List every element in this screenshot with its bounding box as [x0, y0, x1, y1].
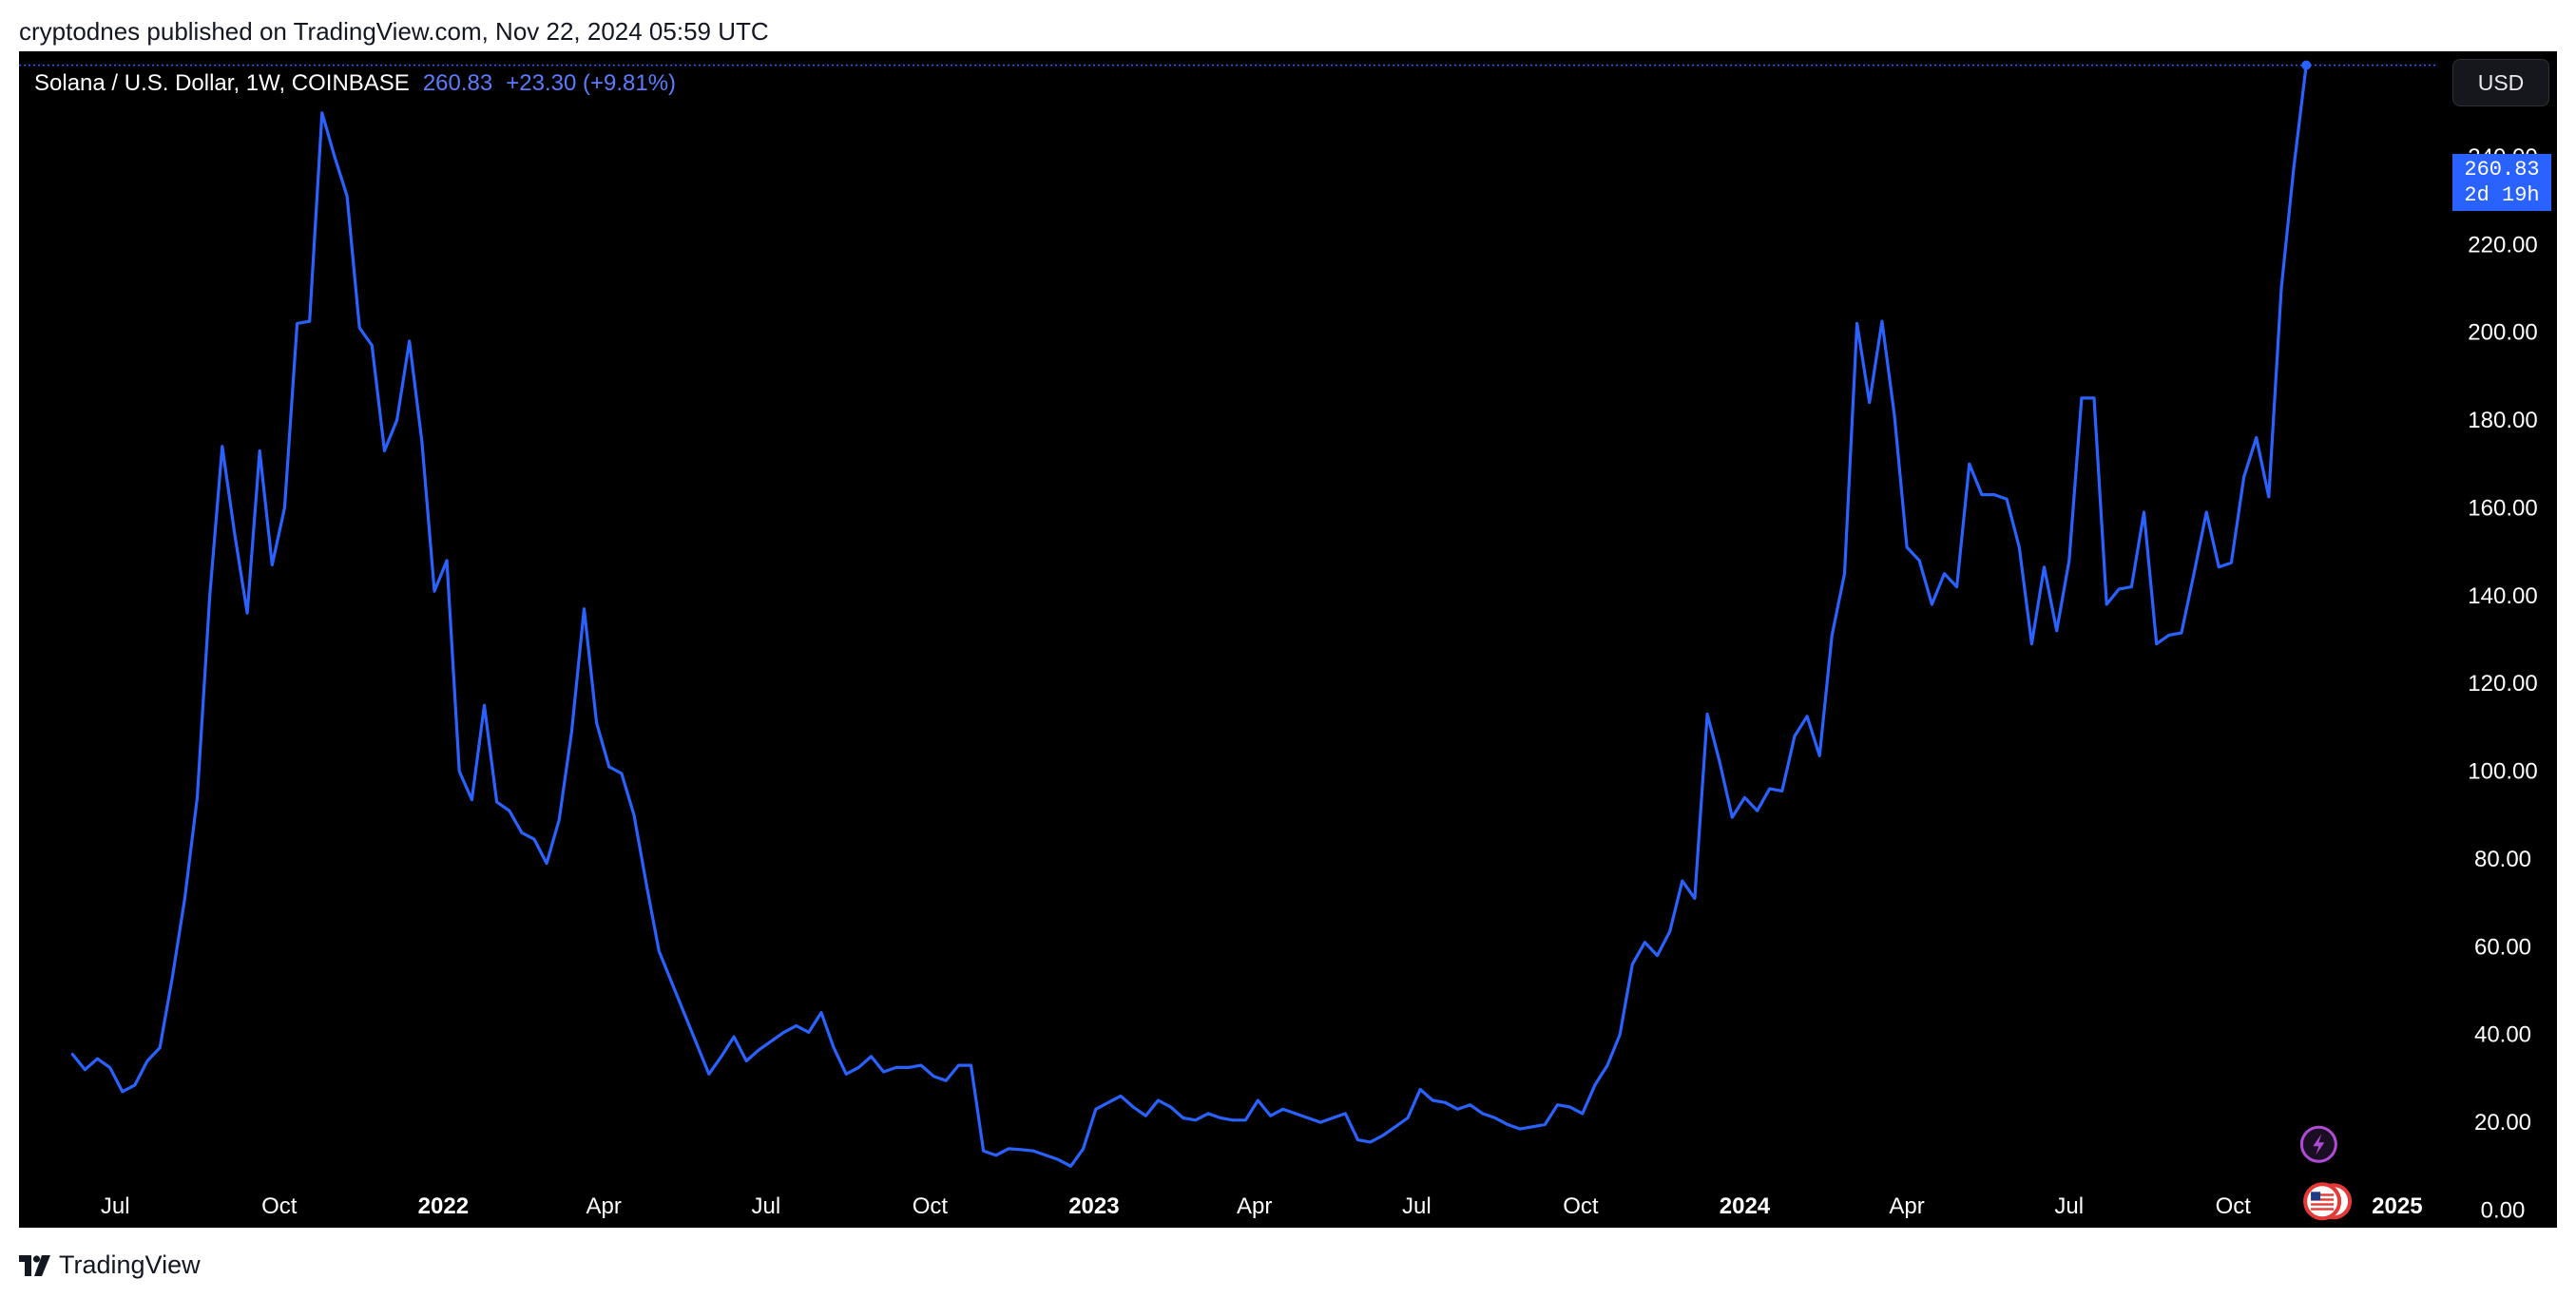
y-tick-label: 160.00 [2468, 495, 2537, 521]
x-tick-label: Apr [586, 1193, 621, 1219]
y-tick-label: 140.00 [2468, 583, 2537, 609]
price-chart[interactable]: 0.00 20.00 40.00 60.00 80.00 100.00 120.00 140.… [19, 51, 2557, 1228]
chart-legend: Solana / U.S. Dollar, 1W, COINBASE 260.8… [34, 70, 676, 97]
us-flag-event-icon[interactable] [2303, 1182, 2353, 1221]
x-tick-label: Oct [2216, 1193, 2252, 1219]
y-tick-label: 180.00 [2468, 408, 2537, 433]
y-tick-label: 100.00 [2468, 759, 2537, 785]
x-tick-label: 2023 [1068, 1193, 1119, 1219]
x-tick-label: 2022 [418, 1193, 469, 1219]
y-tick-label: 200.00 [2468, 320, 2537, 346]
y-tick-label: 40.00 [2474, 1022, 2531, 1048]
x-axis: Jul Oct 2022 Apr Jul Oct 2023 Apr Jul Oct 2024 Apr J… [101, 1193, 2423, 1219]
legend-change: +23.30 (+9.81%) [506, 70, 677, 96]
last-price-value: 260.83 [2464, 158, 2540, 181]
flag-stripe [2311, 1203, 2335, 1206]
x-tick-label: Oct [1563, 1193, 1599, 1219]
currency-button[interactable]: USD [2452, 59, 2549, 106]
tradingview-logo-icon [19, 1254, 50, 1276]
x-tick-label: 2025 [2372, 1193, 2422, 1219]
x-tick-label: Apr [1889, 1193, 1924, 1219]
legend-symbol[interactable]: Solana / U.S. Dollar, 1W, COINBASE [34, 70, 410, 96]
flag-stripe [2311, 1208, 2335, 1211]
publish-info: cryptodnes published on TradingView.com,… [19, 17, 769, 46]
chart-frame[interactable]: 0.00 20.00 40.00 60.00 80.00 100.00 120.00 140.… [19, 51, 2557, 1228]
x-tick-label: Jul [2054, 1193, 2084, 1219]
y-tick-label: 0.00 [2481, 1198, 2526, 1224]
x-tick-label: Jul [751, 1193, 780, 1219]
last-price-dot [2301, 60, 2312, 70]
legend-last-price: 260.83 [422, 70, 493, 96]
x-tick-label: Apr [1237, 1193, 1272, 1219]
flag-stripe [2311, 1193, 2335, 1196]
x-tick-label: Jul [101, 1193, 130, 1219]
x-tick-label: Oct [261, 1193, 298, 1219]
bar-countdown: 2d 19h [2464, 183, 2540, 207]
last-price-label: 260.83 2d 19h [2452, 154, 2551, 211]
y-tick-label: 80.00 [2474, 847, 2531, 872]
price-series-line [70, 64, 2308, 1168]
flag-stripe [2311, 1198, 2335, 1201]
y-tick-label: 120.00 [2468, 671, 2537, 697]
flag-badge-front [2303, 1182, 2342, 1221]
y-tick-label: 20.00 [2474, 1110, 2531, 1136]
flag-canton [2311, 1192, 2321, 1201]
x-tick-label: Jul [1402, 1193, 1432, 1219]
event-markers[interactable] [2299, 1125, 2353, 1221]
series-layer [70, 60, 2312, 1168]
y-tick-label: 60.00 [2474, 934, 2531, 960]
lightning-glyph [2313, 1134, 2325, 1155]
x-tick-label: 2024 [1720, 1193, 1771, 1219]
tradingview-logo[interactable]: TradingView [19, 1250, 201, 1280]
tradingview-brand: TradingView [59, 1250, 201, 1279]
y-tick-label: 220.00 [2468, 232, 2537, 258]
y-axis: 0.00 20.00 40.00 60.00 80.00 100.00 120.00 140.… [2468, 144, 2537, 1224]
x-tick-label: Oct [913, 1193, 949, 1219]
lightning-event-icon[interactable] [2299, 1125, 2337, 1163]
